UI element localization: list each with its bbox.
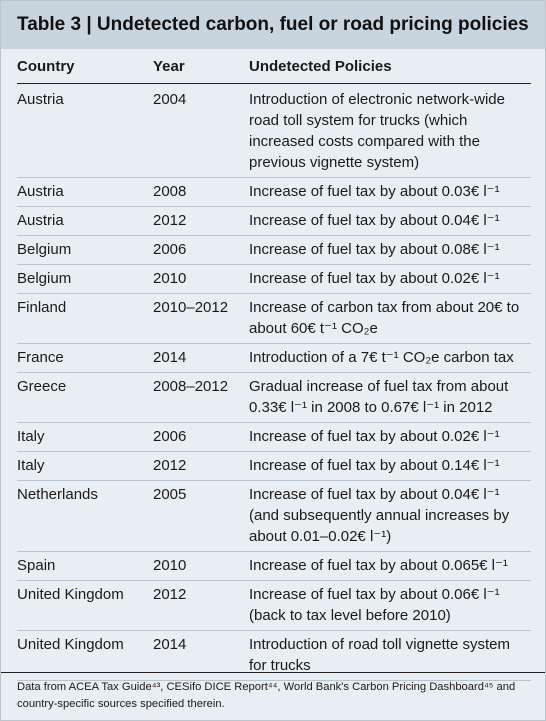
table-cell: Netherlands (17, 480, 153, 552)
table-row: United Kingdom 2014 Introduction of road t… (17, 630, 531, 681)
table-cell: Austria (17, 206, 153, 236)
column-header: Undetected Policies (249, 49, 531, 84)
table-cell: Greece (17, 372, 153, 423)
table-cell: Increase of fuel tax by about 0.06€ l⁻¹ … (249, 580, 531, 631)
table-cell: Increase of fuel tax by about 0.04€ l⁻¹ (249, 206, 531, 236)
table-cell: 2014 (153, 343, 249, 373)
table-row: United Kingdom 2012 Increase of fuel tax b… (17, 580, 531, 631)
table-row: Italy 2012 Increase of fuel tax by about 0… (17, 451, 531, 481)
table-cell: Belgium (17, 264, 153, 294)
table-cell: Spain (17, 551, 153, 581)
table-cell: 2006 (153, 422, 249, 452)
table-row: Austria 2008 Increase of fuel tax by about… (17, 177, 531, 207)
table-cell: 2012 (153, 451, 249, 481)
table-cell: 2004 (153, 83, 249, 178)
table-cell: Gradual increase of fuel tax from about … (249, 372, 531, 423)
table-cell: Introduction of a 7€ t⁻¹ CO₂e carbon tax (249, 343, 531, 373)
column-header: Year (153, 49, 249, 84)
table-cell: Italy (17, 422, 153, 452)
table-cell: 2010 (153, 264, 249, 294)
footnote-rule (1, 672, 545, 673)
table: Country Year Undetected Policies Austria 20… (17, 49, 531, 681)
table-cell: United Kingdom (17, 630, 153, 681)
table-body: Austria 2004 Introduction of electronic ne… (17, 83, 531, 681)
table-cell: Increase of fuel tax by about 0.14€ l⁻¹ (249, 451, 531, 481)
table-cell: 2006 (153, 235, 249, 265)
table-cell: 2014 (153, 630, 249, 681)
table-row: Belgium 2010 Increase of fuel tax by about… (17, 264, 531, 294)
table-cell: Austria (17, 83, 153, 178)
header-row: Country Year Undetected Policies (17, 49, 531, 84)
table-cell: Increase of carbon tax from about 20€ to… (249, 293, 531, 344)
table-cell: Increase of fuel tax by about 0.02€ l⁻¹ (249, 422, 531, 452)
table-row: Italy 2006 Increase of fuel tax by about 0… (17, 422, 531, 452)
table-cell: 2012 (153, 580, 249, 631)
table-cell: 2008 (153, 177, 249, 207)
table-cell: United Kingdom (17, 580, 153, 631)
table-cell: Increase of fuel tax by about 0.04€ l⁻¹ … (249, 480, 531, 552)
table-cell: Finland (17, 293, 153, 344)
table-cell: Introduction of road toll vignette syste… (249, 630, 531, 681)
table-cell: 2010–2012 (153, 293, 249, 344)
table-cell: 2012 (153, 206, 249, 236)
table-cell: Belgium (17, 235, 153, 265)
table-cell: Introduction of electronic network-wide … (249, 83, 531, 178)
table-row: Finland 2010–2012 Increase of carbon tax f… (17, 293, 531, 344)
footnote: Data from ACEA Tax Guide⁴³, CESifo DICE … (17, 681, 516, 710)
table-row: Belgium 2006 Increase of fuel tax by about… (17, 235, 531, 265)
table-row: Netherlands 2005 Increase of fuel tax by a… (17, 480, 531, 552)
table-row: Spain 2010 Increase of fuel tax by about 0… (17, 551, 531, 581)
table-cell: Increase of fuel tax by about 0.03€ l⁻¹ (249, 177, 531, 207)
table-cell: Increase of fuel tax by about 0.065€ l⁻¹ (249, 551, 531, 581)
table-cell: Austria (17, 177, 153, 207)
table-row: France 2014 Introduction of a 7€ t⁻¹ CO₂e … (17, 343, 531, 373)
column-header: Country (17, 49, 153, 84)
table-cell: 2010 (153, 551, 249, 581)
table-cell: Increase of fuel tax by about 0.02€ l⁻¹ (249, 264, 531, 294)
table-row: Austria 2012 Increase of fuel tax by about… (17, 206, 531, 236)
table-cell: 2008–2012 (153, 372, 249, 423)
table-row: Greece 2008–2012 Gradual increase of fuel … (17, 372, 531, 423)
table-cell: France (17, 343, 153, 373)
table-title: Table 3 | Undetected carbon, fuel or roa… (1, 1, 545, 49)
table-row: Austria 2004 Introduction of electronic ne… (17, 83, 531, 178)
table-cell: Increase of fuel tax by about 0.08€ l⁻¹ (249, 235, 531, 265)
table-cell: 2005 (153, 480, 249, 552)
table-cell: Italy (17, 451, 153, 481)
